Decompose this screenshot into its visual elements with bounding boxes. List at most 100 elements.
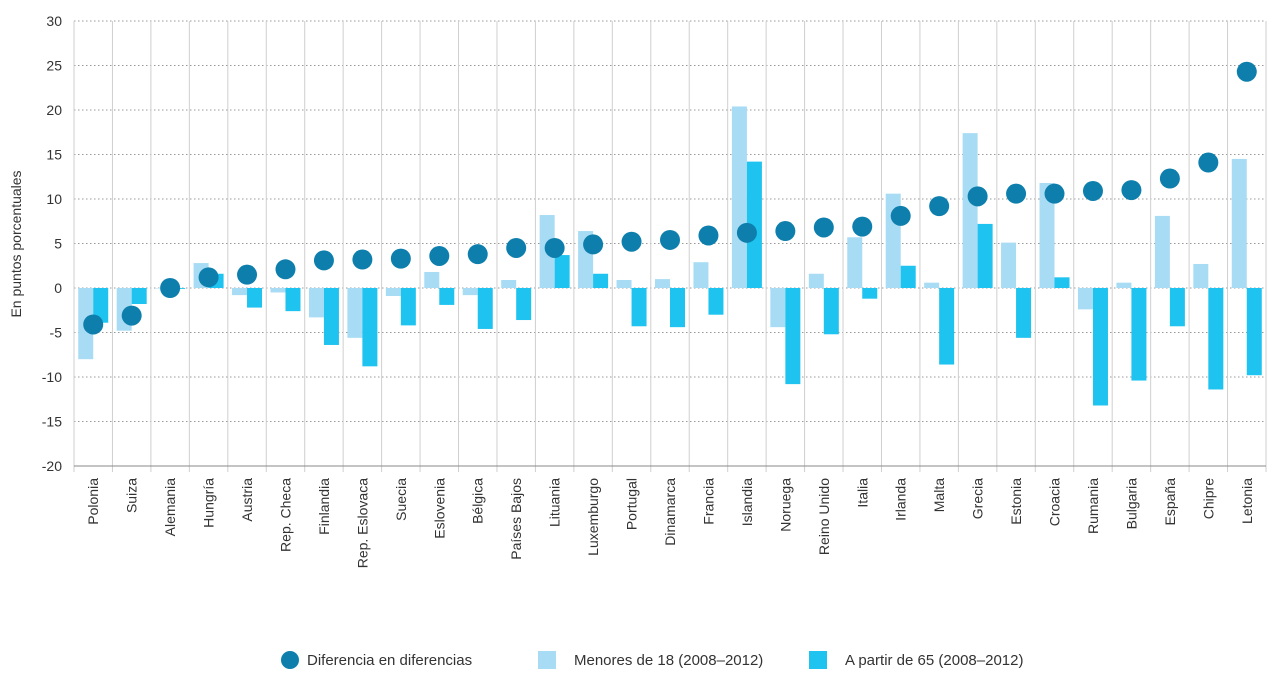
bar-menores-18 <box>462 288 478 296</box>
y-tick-label: 10 <box>46 191 62 207</box>
bar-menores-18 <box>770 288 786 328</box>
dot-diferencia <box>275 259 296 280</box>
bar-menores-18 <box>731 106 747 288</box>
legend: Diferencia en diferencias Menores de 18 (… <box>281 651 1023 669</box>
y-tick-label: -20 <box>42 458 62 474</box>
x-category-label: Alemania <box>162 478 178 537</box>
x-category-label: Grecia <box>970 478 986 519</box>
dot-diferencia <box>352 249 373 270</box>
x-category-label: Francia <box>700 478 716 525</box>
bar-menores-18 <box>616 279 632 288</box>
dot-diferencia <box>775 221 796 242</box>
x-category-label: España <box>1162 478 1178 526</box>
bar-a-partir-65 <box>746 161 762 288</box>
x-category-label: Noruega <box>777 478 793 532</box>
dot-diferencia <box>83 314 104 335</box>
bar-menores-18 <box>501 279 517 288</box>
bar-a-partir-65 <box>362 288 378 367</box>
bar-a-partir-65 <box>554 255 570 288</box>
y-tick-label: -10 <box>42 369 62 385</box>
dot-diferencia <box>1236 61 1257 82</box>
bar-menores-18 <box>1231 158 1247 288</box>
dot-diferencia <box>1006 183 1027 204</box>
legend-swatch-square <box>809 651 827 669</box>
bar-menores-18 <box>847 237 863 288</box>
x-category-label: Finlandia <box>316 478 332 535</box>
bar-a-partir-65 <box>93 288 109 323</box>
bar-menores-18 <box>962 133 978 288</box>
dot-diferencia <box>121 305 142 326</box>
x-category-label: Bulgaria <box>1123 478 1139 530</box>
x-category-label: Austria <box>239 478 255 522</box>
x-category-label: Suiza <box>124 478 140 513</box>
x-category-label: Rep. Checa <box>277 478 293 552</box>
bar-menores-18 <box>232 288 248 296</box>
bar-layer <box>78 106 1262 406</box>
x-category-label: Rumania <box>1085 478 1101 534</box>
x-category-label: Dinamarca <box>662 478 678 546</box>
bar-a-partir-65 <box>939 288 955 365</box>
bar-a-partir-65 <box>439 288 455 305</box>
bar-menores-18 <box>693 262 709 288</box>
x-category-label: Eslovenia <box>431 478 447 539</box>
x-category-label: Lituania <box>547 478 563 527</box>
bar-menores-18 <box>655 279 670 288</box>
y-axis-title: En puntos porcentuales <box>8 170 24 317</box>
x-category-label: Rep. Eslovaca <box>354 478 370 568</box>
dot-diferencia <box>967 186 988 207</box>
x-category-label: Países Bajos <box>508 478 524 560</box>
y-tick-label: 5 <box>54 236 62 252</box>
dot-diferencia <box>929 196 950 217</box>
y-tick-label: -15 <box>42 414 62 430</box>
dot-diferencia <box>660 229 680 250</box>
dot-diferencia <box>429 245 450 266</box>
x-category-label: Portugal <box>624 478 640 530</box>
legend-swatch-square <box>538 651 556 669</box>
bar-a-partir-65 <box>593 273 609 288</box>
bar-a-partir-65 <box>1169 288 1185 327</box>
legend-label: Diferencia en diferencias <box>307 652 472 669</box>
dot-diferencia <box>390 248 411 269</box>
x-category-label: Bélgica <box>470 478 486 524</box>
y-tick-label: 25 <box>46 58 62 74</box>
dot-diferencia <box>1044 183 1065 204</box>
bar-a-partir-65 <box>477 288 493 329</box>
bar-menores-18 <box>270 288 286 293</box>
bar-menores-18 <box>1001 242 1017 288</box>
y-tick-labels: 30 25 20 15 10 5 0 -5 -10 -15 -20 <box>42 13 62 474</box>
x-category-label: Hungría <box>201 478 217 528</box>
bar-a-partir-65 <box>1054 277 1070 288</box>
legend-label: A partir de 65 (2008–2012) <box>845 652 1023 669</box>
dot-diferencia <box>1082 180 1103 201</box>
dot-diferencia <box>1159 168 1180 189</box>
x-category-label: Italia <box>854 478 870 508</box>
legend-swatch-circle <box>281 651 299 669</box>
x-category-label: Reino Unido <box>816 478 832 555</box>
legend-label: Menores de 18 (2008–2012) <box>574 652 763 669</box>
bar-menores-18 <box>347 288 363 338</box>
dot-diferencia <box>1198 152 1219 173</box>
dot-diferencia <box>583 234 604 255</box>
y-tick-label: 30 <box>46 13 62 29</box>
bar-menores-18 <box>1077 288 1093 310</box>
dot-diferencia <box>544 237 565 258</box>
bar-a-partir-65 <box>1131 288 1147 381</box>
x-category-label: Islandia <box>739 478 755 526</box>
dot-diferencia <box>467 244 488 265</box>
bar-a-partir-65 <box>247 288 263 308</box>
bar-a-partir-65 <box>1246 288 1262 376</box>
dot-diferencia <box>621 231 642 252</box>
bar-menores-18 <box>1116 282 1132 288</box>
y-tick-label: 15 <box>46 147 62 163</box>
bar-menores-18 <box>424 271 440 288</box>
x-category-label: Chipre <box>1200 478 1216 519</box>
bar-a-partir-65 <box>285 288 301 312</box>
y-tick-label: 20 <box>46 102 62 118</box>
bar-a-partir-65 <box>516 288 532 321</box>
x-category-label: Croacia <box>1047 478 1063 526</box>
dot-diferencia <box>506 237 527 258</box>
bar-a-partir-65 <box>1208 288 1224 390</box>
bar-a-partir-65 <box>323 288 339 345</box>
